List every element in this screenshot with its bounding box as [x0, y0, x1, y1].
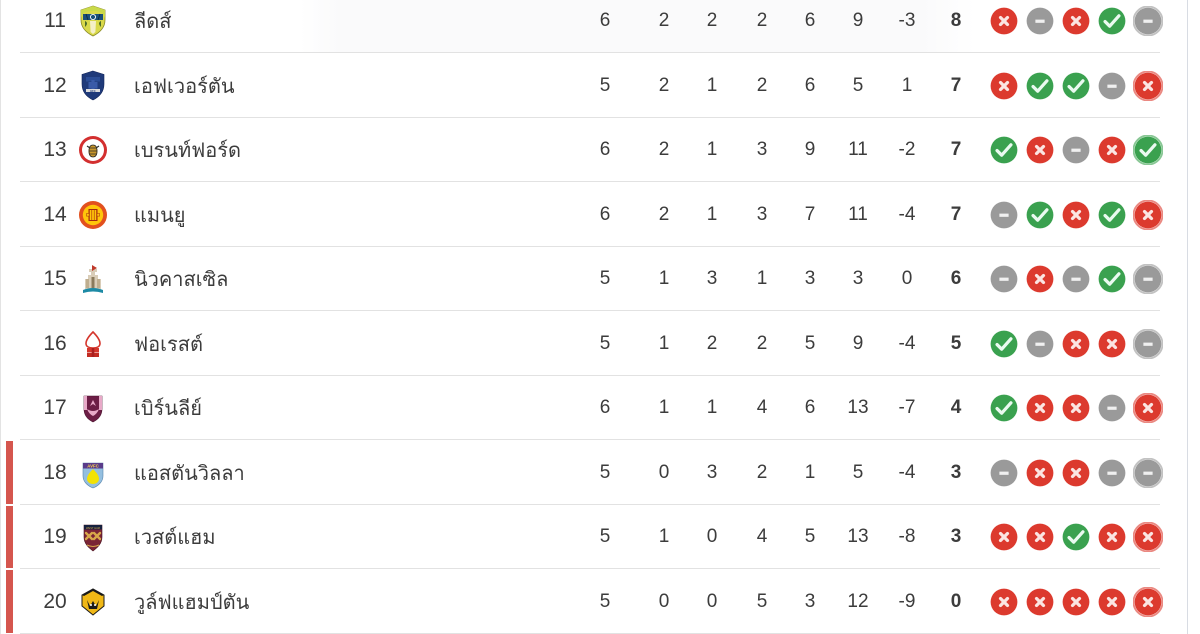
svg-text:WEST HAM: WEST HAM — [86, 526, 100, 530]
svg-text:AVFC: AVFC — [87, 463, 98, 468]
svg-text:EFC: EFC — [90, 89, 95, 93]
